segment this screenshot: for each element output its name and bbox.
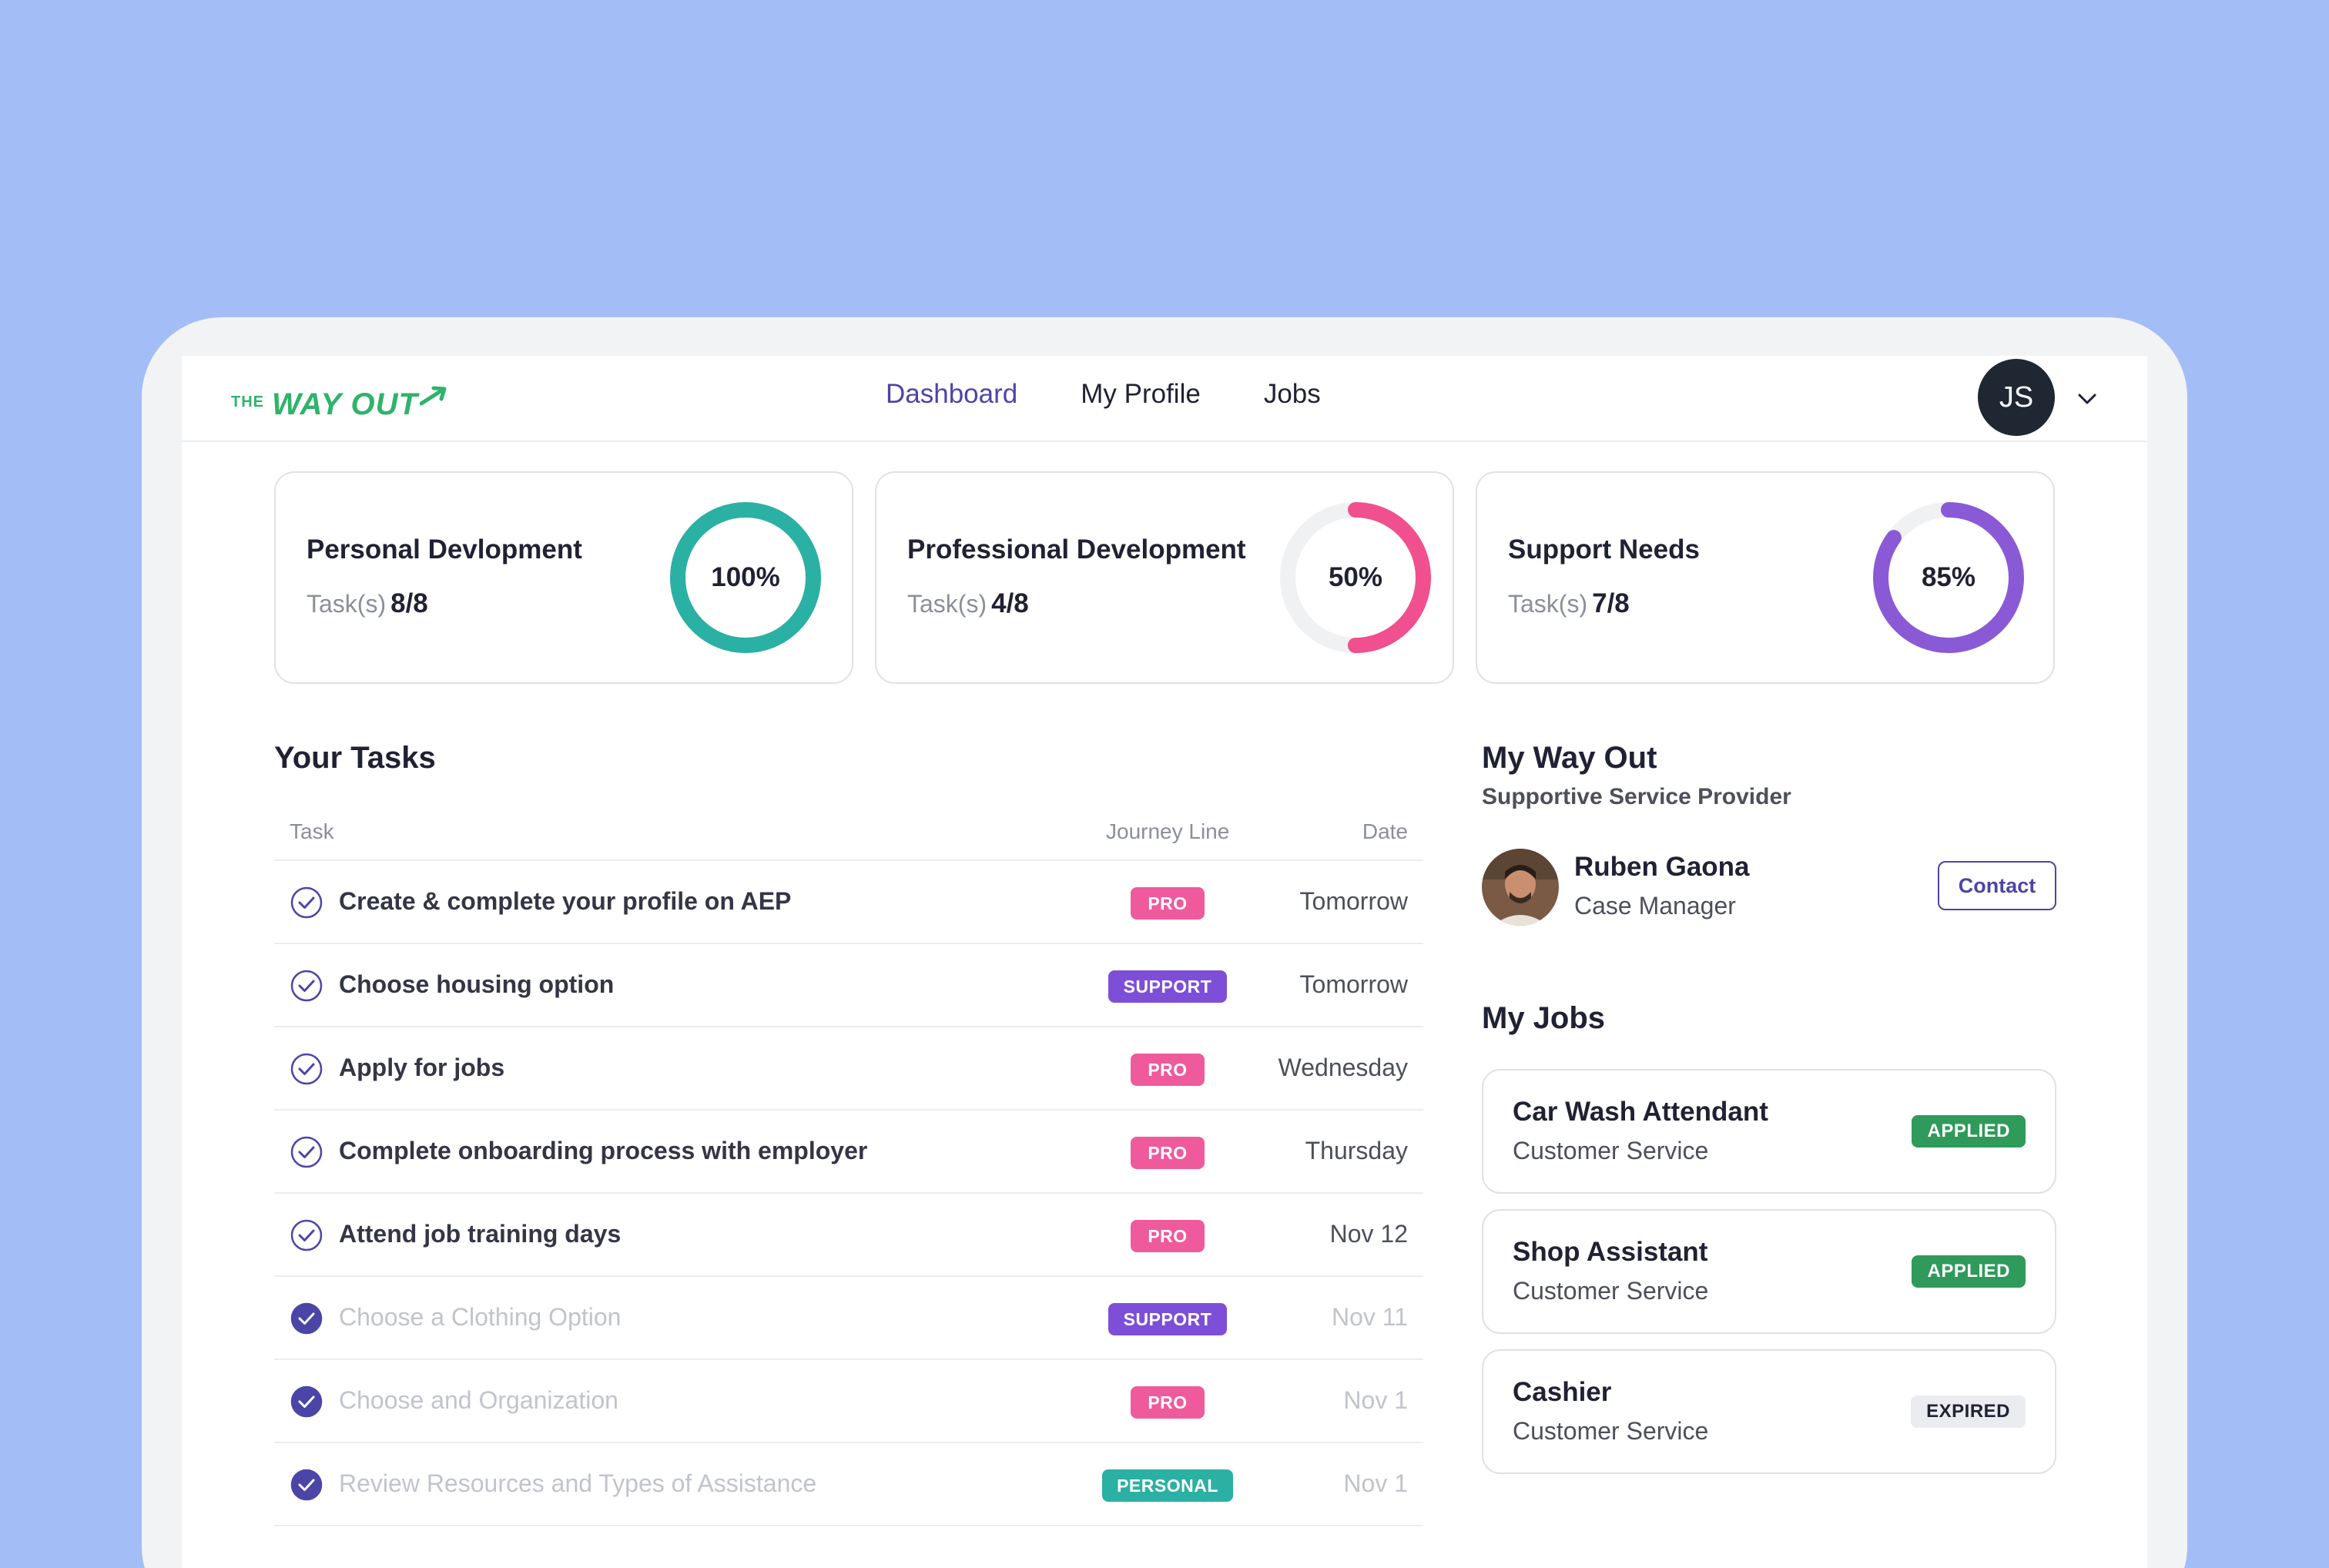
journey-tag-badge: SUPPORT bbox=[1108, 1303, 1227, 1335]
col-date: Date bbox=[1362, 819, 1408, 843]
card-title: Professional Development bbox=[907, 534, 1246, 565]
check-circle-filled-icon[interactable] bbox=[290, 1468, 323, 1502]
journey-tag-badge: PRO bbox=[1131, 1220, 1205, 1252]
task-row[interactable]: Choose and Organization PRO Nov 1 bbox=[274, 1360, 1423, 1443]
logo-small-text: THE bbox=[231, 394, 264, 410]
job-card[interactable]: Cashier Customer Service EXPIRED bbox=[1482, 1349, 2056, 1474]
check-circle-icon[interactable] bbox=[290, 1135, 323, 1169]
job-title: Shop Assistant bbox=[1513, 1237, 1708, 1267]
task-name: Review Resources and Types of Assistance bbox=[339, 1469, 817, 1497]
progress-ring bbox=[1873, 502, 2024, 653]
check-circle-icon[interactable] bbox=[290, 886, 323, 920]
my-jobs-title: My Jobs bbox=[1482, 1001, 1606, 1035]
journey-tag-badge: SUPPORT bbox=[1108, 970, 1227, 1003]
progress-ring bbox=[670, 502, 821, 653]
journey-tag-badge: PRO bbox=[1131, 1054, 1205, 1086]
tasks-table-header: Task Journey Line Date bbox=[274, 810, 1423, 861]
check-circle-filled-icon[interactable] bbox=[290, 1385, 323, 1419]
nav-jobs[interactable]: Jobs bbox=[1263, 379, 1321, 409]
case-manager-photo bbox=[1482, 849, 1559, 926]
job-status-badge: EXPIRED bbox=[1911, 1395, 2026, 1428]
card-task-count: Task(s) 8/8 bbox=[307, 588, 428, 618]
card-task-count: Task(s) 7/8 bbox=[1508, 588, 1630, 618]
arrow-icon bbox=[419, 386, 447, 406]
brand-logo[interactable]: THE WAY OUT bbox=[231, 376, 451, 422]
task-date: Nov 12 bbox=[1329, 1220, 1408, 1248]
progress-card-support[interactable]: Support Needs Task(s) 7/8 85% bbox=[1476, 471, 2055, 684]
job-category: Customer Service bbox=[1513, 1137, 1709, 1164]
card-title: Personal Devlopment bbox=[307, 534, 582, 565]
progress-percent: 85% bbox=[1921, 562, 1976, 592]
col-task: Task bbox=[290, 819, 334, 843]
tasks-table-body: Create & complete your profile on AEP PRO… bbox=[274, 861, 1423, 1526]
chevron-down-icon[interactable] bbox=[2073, 385, 2101, 413]
check-circle-filled-icon[interactable] bbox=[290, 1302, 323, 1335]
navbar: THE WAY OUT Dashboard My Profile Jobs JS bbox=[182, 356, 2147, 442]
task-name: Attend job training days bbox=[339, 1220, 622, 1248]
user-avatar[interactable]: JS bbox=[1978, 359, 2055, 436]
journey-tag-badge: PRO bbox=[1131, 1137, 1205, 1169]
nav-dashboard[interactable]: Dashboard bbox=[886, 379, 1018, 409]
task-date: Nov 1 bbox=[1343, 1469, 1408, 1497]
main-nav: Dashboard My Profile Jobs bbox=[886, 379, 1321, 410]
task-name: Choose a Clothing Option bbox=[339, 1303, 622, 1331]
journey-tag-badge: PRO bbox=[1131, 887, 1205, 920]
task-name: Create & complete your profile on AEP bbox=[339, 887, 792, 915]
task-date: Nov 11 bbox=[1331, 1303, 1408, 1331]
task-row[interactable]: Complete onboarding process with employe… bbox=[274, 1111, 1423, 1194]
task-row[interactable]: Choose housing option SUPPORT Tomorrow bbox=[274, 944, 1423, 1027]
tasks-title: Your Tasks bbox=[274, 741, 436, 775]
journey-tag-badge: PERSONAL bbox=[1102, 1469, 1233, 1502]
task-row[interactable]: Apply for jobs PRO Wednesday bbox=[274, 1027, 1423, 1111]
task-date: Tomorrow bbox=[1299, 970, 1408, 998]
job-category: Customer Service bbox=[1513, 1277, 1709, 1305]
task-row[interactable]: Create & complete your profile on AEP PRO… bbox=[274, 861, 1423, 944]
progress-card-personal[interactable]: Personal Devlopment Task(s) 8/8 100% bbox=[274, 471, 853, 684]
job-card[interactable]: Shop Assistant Customer Service APPLIED bbox=[1482, 1209, 2056, 1334]
check-circle-icon[interactable] bbox=[290, 969, 323, 1003]
job-status-badge: APPLIED bbox=[1912, 1115, 2026, 1148]
task-date: Thursday bbox=[1305, 1137, 1408, 1164]
progress-percent: 100% bbox=[711, 562, 780, 592]
task-row[interactable]: Review Resources and Types of Assistance… bbox=[274, 1443, 1423, 1526]
task-name: Choose housing option bbox=[339, 970, 615, 998]
job-category: Customer Service bbox=[1513, 1417, 1709, 1445]
progress-percent: 50% bbox=[1328, 562, 1383, 592]
my-way-out-title: My Way Out bbox=[1482, 741, 1657, 775]
case-manager-role: Case Manager bbox=[1574, 892, 1736, 920]
task-row[interactable]: Choose a Clothing Option SUPPORT Nov 11 bbox=[274, 1277, 1423, 1360]
provider-subtitle: Supportive Service Provider bbox=[1482, 784, 1791, 809]
task-date: Wednesday bbox=[1278, 1054, 1408, 1081]
tasks-table: Task Journey Line Date Create & complete… bbox=[274, 810, 1423, 1526]
task-name: Choose and Organization bbox=[339, 1386, 618, 1414]
progress-ring bbox=[1280, 502, 1431, 653]
card-title: Support Needs bbox=[1508, 534, 1700, 565]
task-row[interactable]: Attend job training days PRO Nov 12 bbox=[274, 1194, 1423, 1277]
task-date: Nov 1 bbox=[1343, 1386, 1408, 1414]
task-name: Complete onboarding process with employe… bbox=[339, 1137, 868, 1164]
contact-button[interactable]: Contact bbox=[1938, 861, 2056, 910]
card-task-count: Task(s) 4/8 bbox=[907, 588, 1029, 618]
job-status-badge: APPLIED bbox=[1912, 1255, 2026, 1288]
job-title: Car Wash Attendant bbox=[1513, 1097, 1768, 1127]
case-manager-name: Ruben Gaona bbox=[1574, 852, 1750, 882]
task-date: Tomorrow bbox=[1299, 887, 1408, 915]
app-screen: THE WAY OUT Dashboard My Profile Jobs JS… bbox=[182, 356, 2147, 1568]
progress-card-professional[interactable]: Professional Development Task(s) 4/8 50% bbox=[875, 471, 1454, 684]
col-journey-line: Journey Line bbox=[1106, 819, 1230, 843]
task-name: Apply for jobs bbox=[339, 1054, 505, 1081]
job-card[interactable]: Car Wash Attendant Customer Service APPL… bbox=[1482, 1069, 2056, 1194]
job-title: Cashier bbox=[1513, 1377, 1612, 1407]
check-circle-icon[interactable] bbox=[290, 1218, 323, 1252]
logo-main-text: WAY OUT bbox=[272, 387, 418, 421]
check-circle-icon[interactable] bbox=[290, 1052, 323, 1086]
nav-my-profile[interactable]: My Profile bbox=[1081, 379, 1201, 409]
journey-tag-badge: PRO bbox=[1131, 1386, 1205, 1419]
